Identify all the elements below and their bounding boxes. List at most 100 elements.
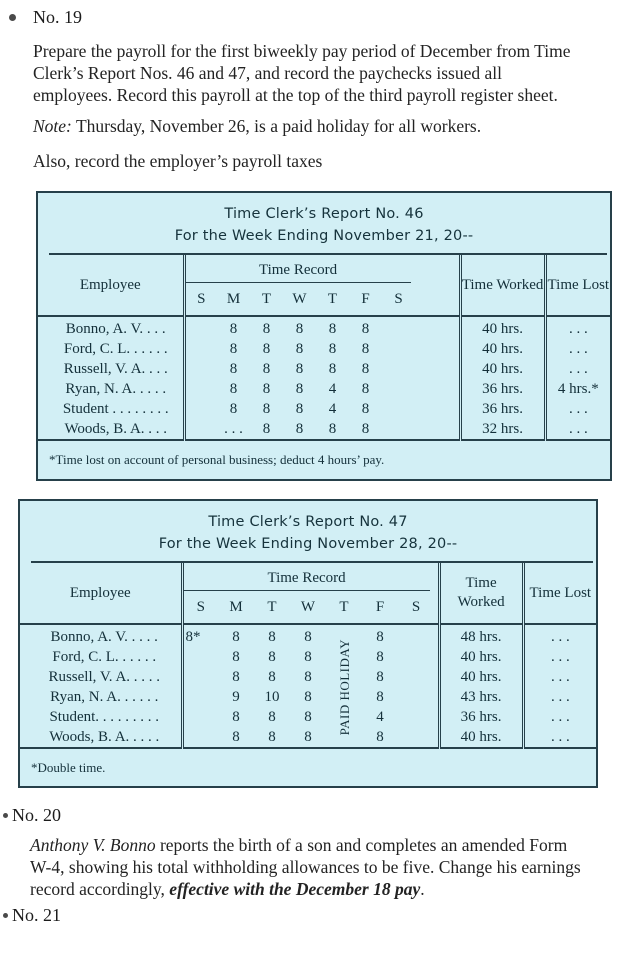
day-value-cell xyxy=(184,399,217,419)
item-20-heading: No. 20 xyxy=(0,805,618,825)
day-value-cell: 8 xyxy=(229,361,238,377)
table-row: Ford, C. L. . . . . . 8 8 8 8 40 hrs. . … xyxy=(20,647,596,667)
day-value-cell xyxy=(182,727,218,749)
spacer-cell xyxy=(415,283,461,317)
table-row: Woods, B. A. . . . . . . 8 8 8 8 32 hrs.… xyxy=(38,419,611,441)
day-value-cell xyxy=(382,419,415,441)
day-letter: T xyxy=(254,591,290,625)
day-value-cell: 8 xyxy=(268,629,276,645)
day-value-cell xyxy=(398,647,434,667)
day-value-cell: 8 xyxy=(232,649,240,665)
column-header-time-lost: Time Lost xyxy=(545,255,611,317)
day-letter: S xyxy=(182,591,218,625)
report-46-table: Employee Time Record Time Worked Time Lo… xyxy=(38,255,611,441)
day-letter: T xyxy=(250,283,283,317)
day-value-cell: 8 xyxy=(268,709,276,725)
paragraph-text: . xyxy=(420,879,425,899)
day-value-cell: 8 xyxy=(361,381,370,397)
day-value-cell: 4 xyxy=(328,381,337,397)
column-header-time-lost: Time Lost xyxy=(523,563,597,625)
day-value-cell xyxy=(184,419,217,441)
table-row: Student . . . . . . . . 8 8 8 4 8 36 hrs… xyxy=(38,399,610,419)
spacer-cell xyxy=(434,727,440,749)
employee-name-cell: Woods, B. A. . . . . xyxy=(20,727,184,749)
time-lost-cell: . . . xyxy=(550,689,570,705)
table-row: Russell, V. A. . . . . 8 8 8 8 40 hrs. .… xyxy=(20,667,596,687)
day-value-cell xyxy=(184,316,217,339)
item-19-label: No. 19 xyxy=(33,7,82,27)
day-value-cell: 8 xyxy=(304,649,312,665)
time-worked-cell: 36 hrs. xyxy=(437,707,525,727)
day-value-cell: 8 xyxy=(229,381,238,397)
employee-name-cell: Ryan, N. A. . . . . . xyxy=(20,687,184,707)
column-header-time-record: Time Record xyxy=(184,255,460,283)
time-worked-cell: 40 hrs. xyxy=(458,316,547,339)
table-row: Ford, C. L. . . . . . 8 8 8 8 8 40 hrs. … xyxy=(38,339,610,359)
item-20-label: No. 20 xyxy=(12,805,61,825)
spacer-cell xyxy=(415,399,460,419)
day-letter: F xyxy=(362,591,398,625)
report-47-title: Time Clerk’s Report No. 47 xyxy=(208,514,408,530)
day-value-cell: 8 xyxy=(254,727,290,749)
bullet-icon xyxy=(3,812,8,818)
day-letter: M xyxy=(218,591,254,625)
day-value-cell: 8 xyxy=(328,321,337,337)
day-value-cell xyxy=(382,359,415,379)
time-lost-cell: . . . xyxy=(568,401,588,417)
day-value-cell: 8 xyxy=(361,341,370,357)
time-worked-cell: 40 hrs. xyxy=(458,339,547,359)
time-clerk-report-47: Time Clerk’s Report No. 47 For the Week … xyxy=(18,499,598,788)
time-worked-cell: 40 hrs. xyxy=(458,359,547,379)
employee-name-italic: Anthony V. Bonno xyxy=(30,835,156,855)
item-21-heading: No. 21 xyxy=(0,905,618,925)
day-value-cell: 8 xyxy=(232,709,240,725)
employee-name-cell: Student. . . . . . . . . xyxy=(20,707,184,727)
day-letter: S xyxy=(398,591,434,625)
time-lost-cell: . . . xyxy=(523,727,597,749)
spacer-cell xyxy=(434,591,440,625)
time-lost-cell: . . . xyxy=(550,649,570,665)
day-letter: M xyxy=(217,283,250,317)
paid-holiday-cell: PAID HOLIDAY xyxy=(326,624,362,749)
time-worked-cell: 40 hrs. xyxy=(437,647,525,667)
day-value-cell xyxy=(382,339,415,359)
day-value-cell: 8 xyxy=(295,401,304,417)
day-value-cell xyxy=(182,707,218,727)
employee-name-cell: Ford, C. L. . . . . . xyxy=(38,339,186,359)
table-row: Ryan, N. A. . . . . . 9 10 8 8 43 hrs. .… xyxy=(20,687,596,707)
note-text: Thursday, November 26, is a paid holiday… xyxy=(71,116,482,136)
employee-name-cell: Student . . . . . . . . xyxy=(38,399,186,419)
time-worked-cell: 48 hrs. xyxy=(437,624,525,647)
spacer-cell xyxy=(415,419,461,441)
bullet-icon xyxy=(3,912,8,918)
time-lost-cell: . . . xyxy=(550,669,570,685)
time-worked-cell: 40 hrs. xyxy=(437,667,525,687)
table-row: Russell, V. A. . . . 8 8 8 8 8 40 hrs. .… xyxy=(38,359,610,379)
day-value-cell: 8 xyxy=(295,361,304,377)
day-value-cell: 8 xyxy=(328,361,337,377)
spacer-cell xyxy=(415,339,460,359)
divider xyxy=(49,253,607,255)
day-value-cell: 8 xyxy=(361,321,370,337)
day-value-cell: 8 xyxy=(268,649,276,665)
day-value-cell: 8 xyxy=(218,727,254,749)
day-value-cell: 8* xyxy=(185,629,201,645)
item-20-paragraph: Anthony V. Bonno reports the birth of a … xyxy=(30,834,586,900)
day-value-cell xyxy=(398,727,434,749)
spacer-cell xyxy=(415,316,460,339)
time-worked-cell: 36 hrs. xyxy=(458,399,547,419)
day-letter: W xyxy=(283,283,316,317)
spacer-cell xyxy=(415,359,460,379)
report-47-table: Employee Time Record Time Worked Time Lo… xyxy=(20,563,597,749)
employee-name-cell: Bonno, A. V. . . . xyxy=(38,316,186,339)
column-header-time-worked: Time Worked xyxy=(437,563,525,625)
day-letter: F xyxy=(349,283,382,317)
day-value-cell: 8 xyxy=(283,419,316,441)
column-header-time-record: Time Record xyxy=(182,563,439,591)
employee-name-cell: Woods, B. A. . . . xyxy=(38,419,186,441)
day-value-cell: 8 xyxy=(376,669,384,685)
report-46-footnote: *Time lost on account of personal busine… xyxy=(49,452,385,467)
time-lost-cell: 4 hrs.* xyxy=(557,381,599,397)
day-letter: T xyxy=(316,283,349,317)
